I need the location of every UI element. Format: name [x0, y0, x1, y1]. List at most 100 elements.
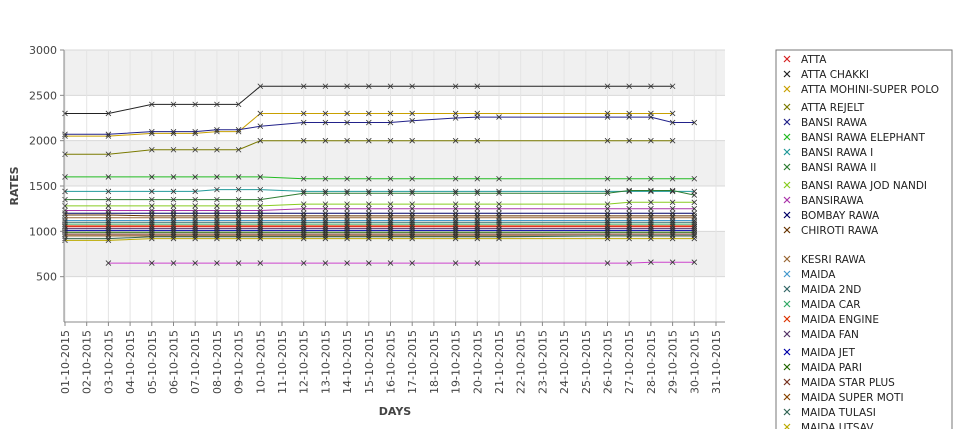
- point-marker-stroke: [62, 221, 68, 227]
- data-point: [387, 190, 394, 197]
- point-marker-stroke: [105, 110, 112, 117]
- legend-marker-stroke: [783, 270, 791, 278]
- data-point: [235, 233, 242, 239]
- data-point: [409, 205, 415, 212]
- legend-label: MAIDA CAR: [801, 299, 861, 311]
- point-marker-stroke: [344, 214, 350, 221]
- point-marker-stroke: [257, 83, 264, 90]
- data-point: [648, 137, 654, 144]
- point-marker-stroke: [257, 196, 264, 203]
- data-point: [366, 83, 372, 90]
- data-point: [170, 188, 177, 195]
- series-line: [108, 261, 695, 264]
- data-point: [366, 110, 372, 117]
- point-marker-stroke: [452, 235, 459, 242]
- point-marker-stroke: [626, 137, 632, 144]
- point-marker-stroke: [366, 119, 372, 126]
- point-marker-stroke: [149, 203, 155, 209]
- x-tick-label: 09-10-2015: [233, 330, 246, 394]
- data-point: [344, 110, 350, 117]
- point-marker-stroke: [366, 201, 372, 207]
- legend-item: BOMBAY RAWA: [783, 210, 880, 222]
- series-line: [65, 116, 695, 135]
- data-point: [604, 205, 611, 212]
- data-point: [214, 127, 220, 133]
- data-point: [604, 233, 611, 239]
- data-point: [496, 201, 502, 207]
- point-marker-stroke: [62, 212, 68, 218]
- data-point: [235, 146, 242, 153]
- legend-marker-stroke: [783, 393, 791, 401]
- point-marker-stroke: [474, 114, 481, 120]
- data-point: [214, 186, 220, 193]
- data-point: [387, 110, 394, 117]
- data-point: [626, 175, 632, 182]
- point-marker-stroke: [235, 210, 242, 216]
- data-point: [322, 119, 329, 126]
- data-point: [257, 233, 264, 239]
- data-point: [105, 196, 112, 203]
- point-marker-stroke: [344, 260, 350, 266]
- point-marker-stroke: [496, 190, 502, 197]
- point-marker-stroke: [452, 83, 459, 90]
- data-point: [300, 233, 307, 239]
- point-marker-stroke: [170, 207, 177, 214]
- data-point: [257, 83, 264, 90]
- x-tick-label: 14-10-2015: [341, 330, 354, 394]
- point-marker-stroke: [474, 190, 481, 197]
- point-marker-stroke: [648, 235, 654, 242]
- point-marker-stroke: [192, 235, 198, 242]
- data-point: [105, 188, 112, 195]
- legend-item: MAIDA STAR PLUS: [783, 377, 895, 389]
- legend-label: CHIROTI RAWA: [801, 225, 879, 237]
- data-point: [387, 83, 394, 90]
- x-tick-label: 13-10-2015: [319, 330, 332, 394]
- data-point: [387, 201, 394, 207]
- point-marker-stroke: [105, 188, 112, 195]
- point-marker-stroke: [235, 196, 242, 203]
- point-marker-stroke: [409, 190, 415, 197]
- point-marker-stroke: [669, 188, 676, 195]
- data-point: [604, 190, 611, 197]
- point-marker-stroke: [62, 196, 68, 203]
- point-marker-stroke: [344, 137, 350, 144]
- data-point: [496, 233, 502, 239]
- point-marker-stroke: [62, 214, 68, 221]
- data-point: [648, 233, 654, 239]
- data-point: [691, 223, 698, 229]
- point-marker-stroke: [452, 260, 459, 266]
- data-point: [409, 235, 415, 242]
- data-point: [452, 260, 459, 266]
- point-marker-stroke: [669, 110, 676, 117]
- data-point: [257, 137, 264, 144]
- point-marker-stroke: [192, 146, 198, 153]
- data-point: [257, 110, 264, 117]
- point-marker-stroke: [214, 127, 220, 133]
- point-marker-stroke: [496, 235, 502, 242]
- y-tick-labels: 500 1000 1500 2000 2500 3000: [29, 44, 57, 284]
- point-marker-stroke: [214, 196, 220, 203]
- point-marker-stroke: [214, 186, 220, 193]
- point-marker-stroke: [300, 235, 307, 242]
- data-point: [300, 175, 307, 182]
- data-point: [105, 237, 112, 244]
- data-point: [105, 151, 112, 158]
- data-point: [322, 260, 329, 266]
- axes: [60, 49, 725, 326]
- data-point: [626, 235, 632, 242]
- data-point: [452, 190, 459, 197]
- point-marker-stroke: [366, 235, 372, 242]
- point-marker-stroke: [149, 214, 155, 221]
- data-point: [366, 119, 372, 126]
- data-point: [322, 205, 329, 212]
- data-point: [409, 83, 415, 90]
- series-line: [65, 201, 695, 207]
- data-point: [452, 235, 459, 242]
- data-point: [344, 190, 350, 197]
- data-point: [62, 110, 68, 117]
- data-point: [62, 131, 68, 138]
- point-marker-stroke: [192, 196, 198, 203]
- point-marker-stroke: [496, 114, 502, 120]
- point-marker-stroke: [149, 233, 155, 239]
- point-marker-stroke: [691, 214, 698, 221]
